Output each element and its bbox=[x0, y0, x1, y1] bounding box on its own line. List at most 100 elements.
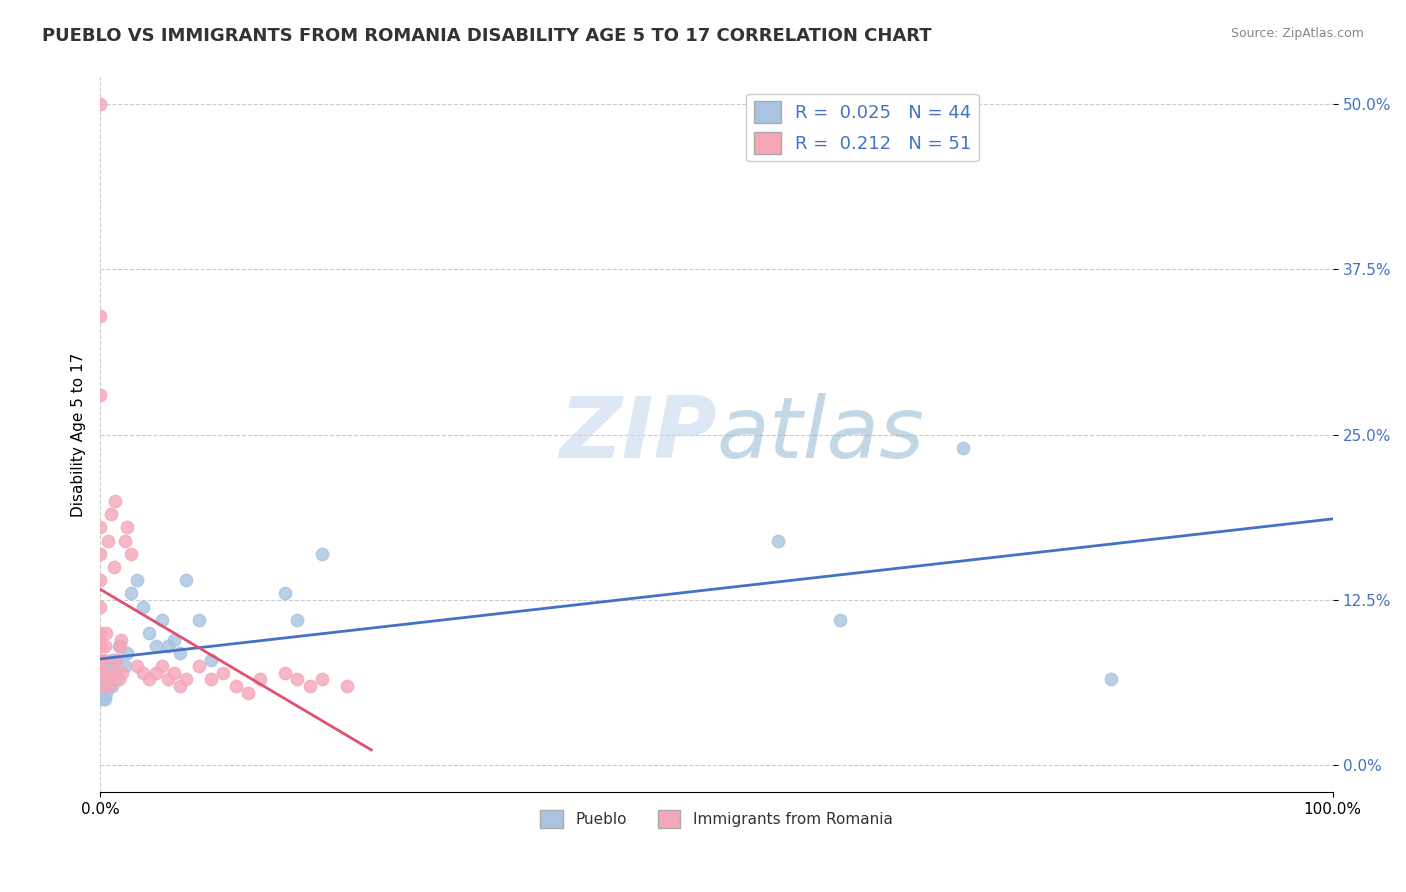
Point bbox=[96, 533, 118, 548]
Point bbox=[104, 494, 127, 508]
Point bbox=[89, 665, 111, 680]
Point bbox=[98, 665, 121, 680]
Point bbox=[89, 388, 111, 402]
Point bbox=[145, 640, 167, 654]
Point bbox=[200, 653, 222, 667]
Point bbox=[200, 673, 222, 687]
Point bbox=[96, 626, 118, 640]
Point bbox=[169, 679, 191, 693]
Point bbox=[132, 665, 155, 680]
Text: Source: ZipAtlas.com: Source: ZipAtlas.com bbox=[1230, 27, 1364, 40]
Point bbox=[156, 640, 179, 654]
Point bbox=[97, 679, 120, 693]
Point bbox=[114, 533, 136, 548]
Point bbox=[100, 507, 122, 521]
Point bbox=[89, 659, 111, 673]
Point bbox=[176, 574, 198, 588]
Point bbox=[298, 679, 321, 693]
Point bbox=[96, 665, 118, 680]
Point bbox=[97, 673, 120, 687]
Point bbox=[108, 640, 131, 654]
Point bbox=[89, 679, 111, 693]
Point bbox=[94, 640, 117, 654]
Point bbox=[187, 613, 209, 627]
Point bbox=[138, 673, 160, 687]
Point bbox=[336, 679, 359, 693]
Point bbox=[93, 665, 115, 680]
Point bbox=[111, 665, 134, 680]
Point bbox=[91, 692, 114, 706]
Point bbox=[101, 665, 124, 680]
Point bbox=[311, 547, 333, 561]
Point bbox=[105, 653, 128, 667]
Point bbox=[89, 96, 111, 111]
Point bbox=[89, 640, 111, 654]
Point bbox=[98, 673, 121, 687]
Point bbox=[311, 673, 333, 687]
Point bbox=[89, 574, 111, 588]
Point bbox=[96, 686, 118, 700]
Point bbox=[952, 441, 974, 455]
Text: PUEBLO VS IMMIGRANTS FROM ROMANIA DISABILITY AGE 5 TO 17 CORRELATION CHART: PUEBLO VS IMMIGRANTS FROM ROMANIA DISABI… bbox=[42, 27, 932, 45]
Point bbox=[150, 613, 173, 627]
Point bbox=[89, 679, 111, 693]
Point bbox=[285, 673, 308, 687]
Point bbox=[110, 632, 132, 647]
Point bbox=[89, 520, 111, 534]
Point bbox=[96, 679, 118, 693]
Point bbox=[150, 659, 173, 673]
Point bbox=[105, 653, 128, 667]
Point bbox=[91, 679, 114, 693]
Point bbox=[94, 692, 117, 706]
Point bbox=[274, 665, 297, 680]
Point bbox=[274, 586, 297, 600]
Point bbox=[212, 665, 235, 680]
Point bbox=[127, 574, 149, 588]
Point bbox=[132, 599, 155, 614]
Point bbox=[107, 640, 129, 654]
Point bbox=[101, 653, 124, 667]
Point bbox=[100, 659, 122, 673]
Point bbox=[1099, 673, 1122, 687]
Point bbox=[89, 653, 111, 667]
Point bbox=[120, 586, 142, 600]
Y-axis label: Disability Age 5 to 17: Disability Age 5 to 17 bbox=[72, 352, 86, 516]
Point bbox=[89, 547, 111, 561]
Point bbox=[89, 309, 111, 323]
Point bbox=[249, 673, 271, 687]
Point bbox=[103, 560, 125, 574]
Legend: Pueblo, Immigrants from Romania: Pueblo, Immigrants from Romania bbox=[534, 804, 898, 834]
Point bbox=[103, 665, 125, 680]
Point bbox=[145, 665, 167, 680]
Point bbox=[117, 520, 139, 534]
Point bbox=[176, 673, 198, 687]
Point bbox=[91, 665, 114, 680]
Point bbox=[114, 659, 136, 673]
Point bbox=[828, 613, 851, 627]
Point bbox=[104, 673, 127, 687]
Point bbox=[89, 692, 111, 706]
Point bbox=[93, 679, 115, 693]
Point bbox=[163, 632, 186, 647]
Point bbox=[89, 626, 111, 640]
Point bbox=[93, 653, 115, 667]
Point bbox=[236, 686, 259, 700]
Point bbox=[120, 547, 142, 561]
Point bbox=[89, 653, 111, 667]
Point bbox=[89, 665, 111, 680]
Point bbox=[156, 673, 179, 687]
Point bbox=[101, 679, 124, 693]
Point bbox=[225, 679, 247, 693]
Point bbox=[169, 646, 191, 660]
Point bbox=[766, 533, 789, 548]
Point bbox=[107, 673, 129, 687]
Point bbox=[138, 626, 160, 640]
Point bbox=[89, 599, 111, 614]
Text: atlas: atlas bbox=[717, 393, 925, 476]
Point bbox=[285, 613, 308, 627]
Point bbox=[127, 659, 149, 673]
Point bbox=[163, 665, 186, 680]
Point bbox=[96, 673, 118, 687]
Point bbox=[117, 646, 139, 660]
Text: ZIP: ZIP bbox=[558, 393, 717, 476]
